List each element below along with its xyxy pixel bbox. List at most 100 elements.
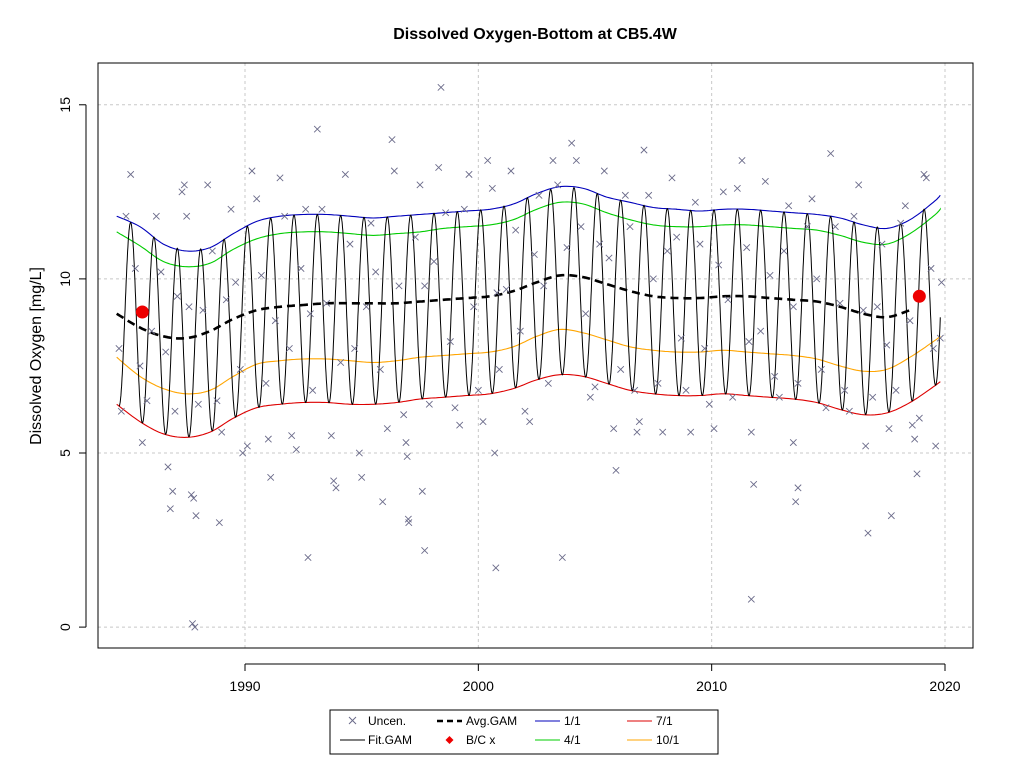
data-point	[169, 487, 177, 495]
data-point	[922, 174, 930, 182]
data-point	[376, 365, 384, 373]
data-point	[304, 553, 312, 561]
data-point	[936, 334, 944, 342]
data-point	[633, 428, 641, 436]
data-point	[827, 150, 835, 158]
data-point	[403, 452, 411, 461]
legend: Uncen. Fit.GAM Avg.GAM B/C x 1/1 4/1 7/1	[329, 709, 719, 755]
data-point	[267, 473, 275, 481]
data-point	[178, 188, 186, 196]
data-point	[626, 223, 634, 231]
data-point	[351, 345, 359, 353]
data-point	[136, 362, 144, 370]
data-point	[323, 299, 331, 307]
data-point	[122, 212, 130, 220]
legend-item-bc: B/C x	[445, 733, 495, 747]
data-point	[766, 271, 774, 279]
data-point	[691, 198, 699, 206]
legend-item-p11: 1/1	[535, 714, 581, 728]
legend-x-marker-icon	[348, 716, 357, 725]
legend-item-avg: Avg.GAM	[437, 714, 517, 728]
data-point	[521, 407, 529, 415]
data-point	[115, 345, 123, 353]
data-point	[239, 449, 247, 457]
data-point	[191, 623, 199, 631]
data-point	[236, 365, 244, 373]
data-point	[227, 205, 235, 213]
data-point	[379, 498, 387, 506]
data-point	[302, 205, 310, 213]
data-point	[341, 170, 349, 178]
data-point	[789, 439, 797, 447]
data-point	[492, 564, 500, 572]
data-point	[400, 411, 408, 419]
series-p41-line	[116, 201, 941, 268]
data-point	[855, 181, 863, 189]
data-point	[495, 365, 503, 373]
data-point	[582, 310, 590, 318]
data-point	[558, 553, 566, 561]
legend-label-fit: Fit.GAM	[368, 733, 412, 747]
data-point	[654, 379, 662, 387]
data-point	[276, 174, 284, 182]
data-point	[892, 386, 900, 394]
data-point	[878, 240, 886, 248]
data-point	[117, 407, 125, 415]
legend-item-p71: 7/1	[627, 714, 673, 728]
data-point	[488, 184, 496, 192]
data-point	[446, 338, 454, 346]
data-point	[836, 299, 844, 307]
data-point	[173, 292, 181, 300]
data-point	[813, 275, 821, 283]
data-point	[327, 432, 335, 440]
data-point	[887, 512, 895, 520]
data-point	[390, 167, 398, 175]
legend-diamond-icon	[445, 736, 454, 744]
data-point	[516, 327, 524, 335]
data-point	[687, 428, 695, 436]
x-tick-label: 2010	[696, 678, 727, 694]
data-point	[745, 338, 753, 346]
data-point	[435, 163, 443, 171]
legend-label-uncen: Uncen.	[368, 714, 406, 728]
data-point	[771, 372, 779, 380]
data-point	[920, 170, 928, 178]
data-point	[402, 439, 410, 447]
axes: 1990 2000 2010 2020 0 5 10 15	[57, 97, 961, 694]
data-point	[143, 397, 151, 405]
data-point	[864, 529, 872, 537]
data-point	[719, 188, 727, 196]
data-point	[330, 477, 338, 485]
data-point	[605, 254, 613, 262]
data-point	[586, 393, 594, 401]
series-p101-line	[116, 328, 941, 395]
data-point	[885, 425, 893, 433]
series-p71-line	[116, 373, 941, 438]
data-point	[232, 278, 240, 286]
y-tick-label: 0	[57, 623, 73, 631]
data-point	[171, 407, 179, 415]
data-point	[465, 170, 473, 178]
data-point	[421, 282, 429, 290]
percentile-curves	[116, 185, 941, 438]
data-point	[808, 195, 816, 203]
data-point	[248, 167, 256, 175]
data-point	[442, 209, 450, 217]
data-point	[733, 184, 741, 192]
data-point	[591, 383, 599, 391]
data-point	[372, 268, 380, 276]
data-point	[841, 386, 849, 394]
data-point	[470, 303, 478, 311]
data-point	[862, 442, 870, 450]
data-point	[297, 264, 305, 272]
data-point	[600, 167, 608, 175]
data-point	[845, 407, 853, 415]
data-point	[194, 400, 202, 408]
data-point	[362, 303, 370, 311]
data-point	[502, 285, 510, 293]
data-point	[306, 310, 314, 318]
data-point	[913, 470, 921, 478]
data-point	[677, 334, 685, 342]
data-point	[152, 212, 160, 220]
legend-label-p101: 10/1	[656, 733, 680, 747]
